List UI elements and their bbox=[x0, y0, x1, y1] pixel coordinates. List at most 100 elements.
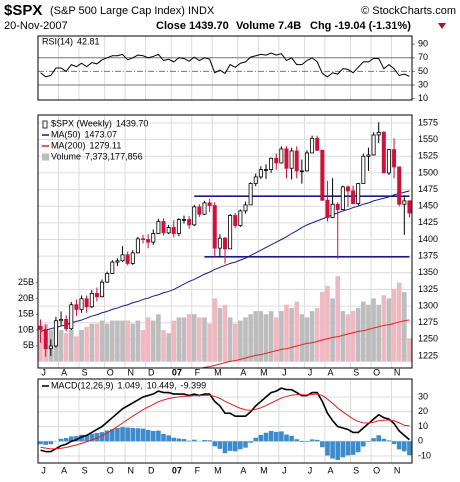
histogram-bar bbox=[366, 441, 371, 442]
volume-bar bbox=[361, 301, 366, 362]
candle-body bbox=[100, 281, 105, 298]
candle-body bbox=[192, 206, 197, 226]
candle-body bbox=[274, 157, 279, 164]
candle-body bbox=[171, 227, 176, 234]
volume-bar bbox=[366, 304, 371, 362]
y-tick-label: 1300 bbox=[418, 300, 438, 310]
x-tick-label: A bbox=[240, 367, 246, 377]
histogram-bar bbox=[156, 430, 161, 442]
candle-body bbox=[407, 200, 412, 214]
histogram-bar bbox=[248, 441, 253, 443]
volume-bar bbox=[120, 320, 125, 362]
x-tick-label: 07 bbox=[172, 465, 182, 475]
candle-body bbox=[299, 170, 304, 173]
panel-border bbox=[37, 378, 413, 464]
histogram-bar bbox=[222, 441, 228, 454]
x-tick-label: M bbox=[214, 367, 222, 377]
x-tick-label: N bbox=[127, 367, 134, 377]
copyright: © StockCharts.com bbox=[361, 5, 456, 17]
candle-body bbox=[135, 238, 140, 254]
histogram-bar bbox=[263, 432, 269, 442]
legend-label: MA(200) bbox=[51, 140, 86, 150]
volume-bar bbox=[171, 320, 177, 362]
candle-body bbox=[228, 215, 233, 250]
histogram-bar bbox=[202, 439, 207, 442]
histogram-bar bbox=[130, 428, 136, 442]
candle-body bbox=[115, 260, 120, 263]
x-tick-label: D bbox=[148, 465, 155, 475]
y-tick-label: 1475 bbox=[418, 184, 438, 194]
candle-body bbox=[182, 219, 187, 221]
legend-swatch bbox=[42, 153, 49, 161]
candle-body bbox=[381, 131, 386, 174]
y-tick-label: 1325 bbox=[418, 284, 438, 294]
histogram-bar bbox=[289, 435, 294, 442]
histogram-bar bbox=[186, 440, 192, 442]
volume-tick-label: 5B bbox=[23, 340, 34, 350]
candle-body bbox=[166, 227, 171, 234]
candle-body bbox=[366, 154, 371, 157]
volume-bar bbox=[38, 326, 43, 362]
candle-body bbox=[59, 318, 64, 322]
y-tick-label: -10 bbox=[418, 450, 431, 460]
histogram-bar bbox=[89, 433, 95, 442]
volume-bar bbox=[197, 317, 202, 362]
candle-body bbox=[371, 134, 376, 156]
histogram-bar bbox=[371, 438, 376, 442]
candle-body bbox=[105, 273, 110, 283]
legend-value: 1473.07 bbox=[85, 129, 118, 139]
histogram-bar bbox=[79, 434, 84, 442]
candle-body bbox=[345, 186, 350, 192]
candle-body bbox=[94, 293, 99, 298]
volume-bar bbox=[99, 320, 105, 362]
volume-info: Volume 7.4B bbox=[236, 20, 301, 32]
volume-bar bbox=[74, 336, 79, 362]
y-tick-label: 1550 bbox=[418, 134, 438, 144]
legend-label: MA(50) bbox=[51, 129, 81, 139]
histogram-bar bbox=[99, 432, 105, 442]
candle-body bbox=[248, 183, 253, 206]
histogram-bar bbox=[212, 441, 218, 447]
histogram-bar bbox=[94, 432, 100, 442]
y-tick-label: 1575 bbox=[418, 117, 438, 127]
candle-body bbox=[79, 298, 84, 310]
candle-body bbox=[161, 221, 166, 234]
x-tick-label: J bbox=[308, 465, 313, 475]
histogram-bar bbox=[355, 441, 361, 453]
histogram-bar bbox=[243, 441, 248, 448]
candle-body bbox=[197, 206, 202, 215]
y-tick-label: 1350 bbox=[418, 267, 438, 277]
signal-line bbox=[40, 393, 410, 450]
y-tick-label: 0 bbox=[418, 436, 423, 446]
volume-bar bbox=[273, 317, 279, 362]
y-tick-label: 90 bbox=[418, 39, 428, 49]
volume-bar bbox=[63, 333, 69, 362]
histogram-bar bbox=[407, 441, 412, 456]
histogram-bar bbox=[330, 441, 335, 459]
candle-body bbox=[340, 186, 345, 210]
panel-border bbox=[37, 35, 413, 101]
candle-body bbox=[325, 199, 330, 218]
volume-bar bbox=[314, 307, 320, 362]
histogram-bar bbox=[150, 430, 156, 442]
volume-tick-label: 15B bbox=[18, 309, 34, 319]
legend-value: 10.449, bbox=[147, 380, 177, 390]
candle-body bbox=[151, 233, 156, 243]
symbol-name: (S&P 500 Large Cap Index) INDX bbox=[50, 5, 215, 17]
histogram-bar bbox=[386, 440, 392, 442]
moving-average-line bbox=[199, 319, 410, 368]
volume-bar bbox=[371, 298, 376, 362]
x-tick-label: A bbox=[328, 465, 334, 475]
volume-bar bbox=[402, 292, 407, 362]
x-tick-label: A bbox=[61, 465, 67, 475]
rsi-label: RSI(14) bbox=[42, 36, 73, 46]
histogram-bar bbox=[279, 431, 284, 442]
histogram-bar bbox=[304, 441, 310, 442]
histogram-bar bbox=[268, 430, 274, 442]
histogram-bar bbox=[166, 435, 171, 442]
histogram-bar bbox=[361, 441, 366, 447]
panel-border bbox=[37, 114, 413, 369]
y-tick-label: 1425 bbox=[418, 217, 438, 227]
y-tick-label: 1500 bbox=[418, 167, 438, 177]
